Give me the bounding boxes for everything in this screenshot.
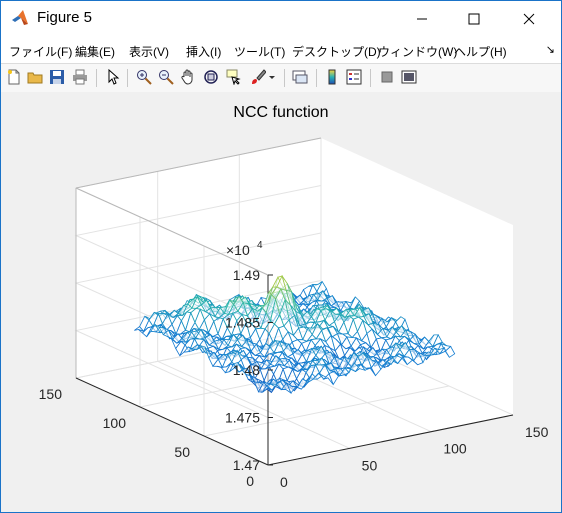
x-tick-label: 0: [280, 474, 288, 490]
zoom-in-button[interactable]: [135, 68, 153, 86]
menu-bar: ファイル(F) 編集(E) 表示(V) 挿入(I) ツール(T) デスクトップ(…: [1, 37, 561, 63]
chart-title: NCC function: [233, 104, 328, 121]
y-tick-label: 150: [39, 386, 63, 402]
box-edge: [75, 137, 322, 189]
show-plot-tools-icon: [401, 70, 417, 84]
new-figure-icon: [8, 69, 20, 85]
y-tick-label: 0: [246, 473, 254, 489]
y-axis-line: [75, 377, 269, 466]
z-tick-label: 1.47: [233, 457, 260, 473]
floor-pane: [76, 328, 513, 465]
z-tick-label: 1.48: [233, 362, 260, 378]
zoom-out-icon: [159, 70, 174, 85]
y-tick-label: 100: [103, 415, 127, 431]
brush-button[interactable]: [249, 68, 267, 86]
pan-button[interactable]: [179, 68, 197, 86]
data-cursor-button[interactable]: [225, 68, 243, 86]
colorbar-button[interactable]: [323, 68, 341, 86]
menu-file[interactable]: ファイル(F): [9, 45, 73, 59]
menu-overflow-icon[interactable]: ↘: [545, 44, 555, 56]
ncc-surface-chart[interactable]: NCC function 1.47 1.475 1.48 1.485 1.49 ×10 4 0 5…: [1, 92, 561, 512]
maximize-icon: [468, 13, 480, 25]
new-figure-button[interactable]: [5, 68, 23, 86]
print-icon: [73, 69, 87, 85]
rotate-3d-button[interactable]: [202, 68, 220, 86]
matlab-logo-icon: [12, 10, 28, 25]
legend-button[interactable]: [345, 68, 363, 86]
x-axis-line: [267, 414, 514, 466]
maximize-button[interactable]: [451, 1, 497, 37]
figure-canvas: NCC function 1.47 1.475 1.48 1.485 1.49 ×10 4 0 5…: [1, 92, 561, 512]
minimize-icon: [417, 18, 427, 20]
menu-insert[interactable]: 挿入(I): [186, 45, 222, 59]
toolbar-separator: [96, 69, 97, 87]
menu-help[interactable]: ヘルプ(H): [454, 45, 507, 59]
toolbar-separator: [316, 69, 317, 87]
toolbar-separator: [284, 69, 285, 87]
window-title: Figure 5: [37, 9, 93, 26]
x-tick-label: 100: [443, 441, 467, 457]
save-icon: [50, 70, 64, 84]
menu-desktop[interactable]: デスクトップ(D): [292, 45, 381, 59]
hide-plot-tools-icon: [381, 71, 393, 83]
pan-hand-icon: [181, 69, 193, 85]
zoom-out-button[interactable]: [157, 68, 175, 86]
rotate-3d-icon: [204, 70, 218, 84]
toolbar-separator: [127, 69, 128, 87]
open-file-button[interactable]: [26, 68, 44, 86]
toolbar-separator: [370, 69, 371, 87]
brush-icon: [252, 69, 266, 84]
surface-mesh-cell: [444, 345, 456, 358]
chevron-down-icon: [269, 76, 275, 79]
z-exponent-label: ×10: [226, 242, 250, 258]
close-icon: [523, 13, 535, 25]
zoom-in-icon: [137, 70, 152, 85]
hide-plot-tools-button[interactable]: [378, 68, 396, 86]
brush-dropdown-button[interactable]: [267, 68, 277, 86]
y-tick-label: 50: [174, 444, 190, 460]
box-edge: [75, 187, 269, 276]
save-button[interactable]: [48, 68, 66, 86]
x-tick-label: 150: [525, 424, 549, 440]
menu-view[interactable]: 表示(V): [129, 45, 169, 59]
z-exponent-power: 4: [257, 240, 263, 251]
edit-plot-button[interactable]: [104, 68, 122, 86]
close-button[interactable]: [506, 1, 552, 37]
minimize-button[interactable]: [399, 1, 445, 37]
legend-icon: [346, 69, 362, 85]
x-tick-label: 50: [362, 457, 378, 473]
print-button[interactable]: [71, 68, 89, 86]
data-cursor-icon: [226, 69, 241, 85]
figure-toolbar: [1, 63, 561, 93]
menu-tools[interactable]: ツール(T): [234, 45, 286, 59]
z-tick-label: 1.49: [233, 267, 260, 283]
colorbar-icon: [328, 69, 336, 85]
z-tick-label: 1.475: [225, 410, 260, 426]
open-file-icon: [27, 72, 43, 84]
z-tick-label: 1.485: [225, 315, 260, 331]
show-plot-tools-button[interactable]: [400, 68, 418, 86]
link-plot-icon: [292, 70, 308, 84]
link-plot-button[interactable]: [291, 68, 309, 86]
menu-window[interactable]: ウィンドウ(W): [378, 45, 458, 59]
menu-edit[interactable]: 編集(E): [75, 45, 115, 59]
title-bar: Figure 5: [1, 1, 561, 37]
edit-plot-arrow-icon: [108, 69, 120, 85]
